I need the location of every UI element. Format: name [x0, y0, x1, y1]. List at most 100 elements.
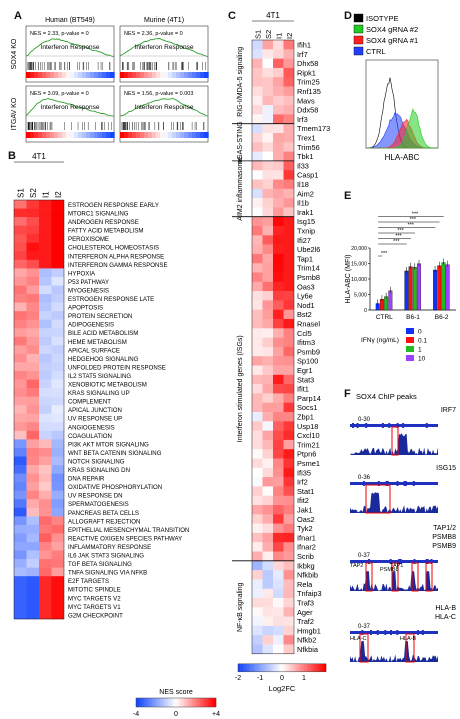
- y-tick-label: 15,000: [351, 262, 367, 268]
- heatmap-cell: [273, 467, 284, 478]
- heatmap-cell: [273, 412, 284, 422]
- heatmap-cell: [273, 430, 284, 441]
- scale-cell: [156, 698, 159, 707]
- rank-bar-cell: [78, 72, 83, 78]
- gene-label: Trim56: [297, 143, 320, 152]
- scale-cell: [277, 663, 280, 672]
- gene-name: IRF7: [441, 407, 456, 414]
- heatmap-cell: [252, 300, 263, 310]
- heatmap-cell: [39, 524, 52, 534]
- sig-label: ***: [407, 223, 414, 229]
- log2fc-scale-tick: 1: [302, 675, 306, 682]
- nes-scale-tick: 0: [174, 711, 178, 718]
- gene-label: Il1b: [297, 199, 309, 208]
- heatmap-cell: [39, 388, 52, 397]
- heatmap-cell: [273, 114, 284, 124]
- gsea-stat: NES = 2.36, p-value = 0: [124, 31, 183, 37]
- heatmap-cell: [14, 439, 27, 449]
- heatmap-cell: [283, 551, 294, 562]
- heatmap-cell: [262, 505, 273, 515]
- heatmap-cell: [26, 550, 39, 560]
- heatmap-cell: [39, 302, 52, 312]
- gene-label: Oas3: [297, 282, 315, 291]
- heatmap-cell: [26, 294, 39, 303]
- heatmap-cell: [39, 225, 52, 235]
- heatmap-cell: [273, 86, 284, 97]
- heatmap-cell: [26, 439, 39, 449]
- pathway-label: REACTIVE OXIGEN SPECIES PATHWAY: [68, 535, 182, 542]
- heatmap-cell: [283, 291, 294, 301]
- heatmap-cell: [51, 601, 64, 611]
- heatmap-cell: [262, 346, 273, 357]
- exon-mark: [396, 423, 399, 428]
- scale-cell: [295, 663, 298, 672]
- exon-mark: [368, 559, 371, 564]
- heatmap-cell: [283, 644, 294, 655]
- heatmap-cell: [283, 142, 294, 152]
- heatmap-cell: [51, 524, 64, 534]
- heatmap-cell: [262, 160, 273, 171]
- scale-cell: [192, 698, 195, 707]
- pathway-label: HEME METABOLISM: [68, 339, 127, 346]
- gene-label: Trim25: [297, 78, 320, 87]
- legend-label: CTRL: [366, 47, 386, 56]
- col-title-human: Human (BT549): [45, 17, 95, 24]
- panel-letter-d: D: [344, 10, 352, 22]
- gene-label: Stat1: [297, 487, 314, 496]
- pathway-label: TGF BETA SIGNALING: [68, 561, 132, 568]
- rank-bar-cell: [46, 72, 51, 78]
- group-label-2: AIM2 inflammasome: [237, 157, 244, 221]
- heatmap-cell: [252, 151, 263, 162]
- gene-label: Irf7: [297, 50, 308, 59]
- rank-bar-cell: [34, 72, 39, 78]
- heatmap-cell: [283, 160, 294, 171]
- scale-cell: [190, 698, 193, 707]
- pathway-label: PROTEIN SECRETION: [68, 313, 132, 320]
- scale-cell: [286, 663, 289, 672]
- rank-bar-cell: [160, 132, 165, 138]
- heatmap-cell: [283, 374, 294, 385]
- exon-mark: [386, 481, 389, 486]
- exon-mark: [385, 481, 388, 486]
- gene-label: Ripk1: [297, 68, 316, 77]
- heatmap-cell: [39, 490, 52, 500]
- gene-label: Oas2: [297, 515, 315, 524]
- scale-cell: [146, 698, 149, 707]
- gene-label: Psmb8: [297, 273, 320, 282]
- heatmap-cell: [14, 447, 27, 457]
- rank-bar-cell: [124, 72, 129, 78]
- heatmap-cell: [14, 217, 27, 226]
- heatmap-cell: [252, 486, 263, 496]
- heatmap-cell: [51, 482, 64, 491]
- heatmap-cell: [273, 402, 284, 413]
- heatmap-cell: [39, 353, 52, 363]
- scale-cell: [212, 698, 215, 707]
- scale-cell: [210, 698, 213, 707]
- heatmap-cell: [262, 449, 273, 459]
- heatmap-cell: [51, 533, 64, 543]
- heatmap-cell: [273, 300, 284, 310]
- heatmap-cell: [39, 336, 52, 346]
- heatmap-cell: [26, 447, 39, 457]
- heatmap-cell: [283, 449, 294, 459]
- heatmap-cell: [39, 345, 52, 355]
- heatmap-cell: [26, 311, 39, 320]
- rank-bar-cell: [204, 72, 209, 78]
- gene-label: Trim14: [297, 264, 320, 273]
- heatmap-cell: [39, 533, 52, 543]
- heatmap-cell: [273, 477, 284, 487]
- sig-label: ***: [393, 239, 400, 245]
- rank-bar-cell: [50, 72, 55, 78]
- heatmap-cell: [283, 384, 294, 394]
- heatmap-cell: [14, 311, 27, 320]
- heatmap-cell: [14, 559, 27, 568]
- heatmap-cell: [252, 551, 263, 562]
- peak-box: [411, 562, 419, 592]
- gene-label: Cxcl10: [297, 431, 320, 440]
- peak-box: [391, 562, 399, 592]
- heatmap-cell: [262, 188, 273, 199]
- rank-bar-cell: [86, 132, 91, 138]
- heatmap-cell: [14, 396, 27, 406]
- heatmap-cell: [273, 253, 284, 264]
- gene-label: Nfkbia: [297, 645, 319, 654]
